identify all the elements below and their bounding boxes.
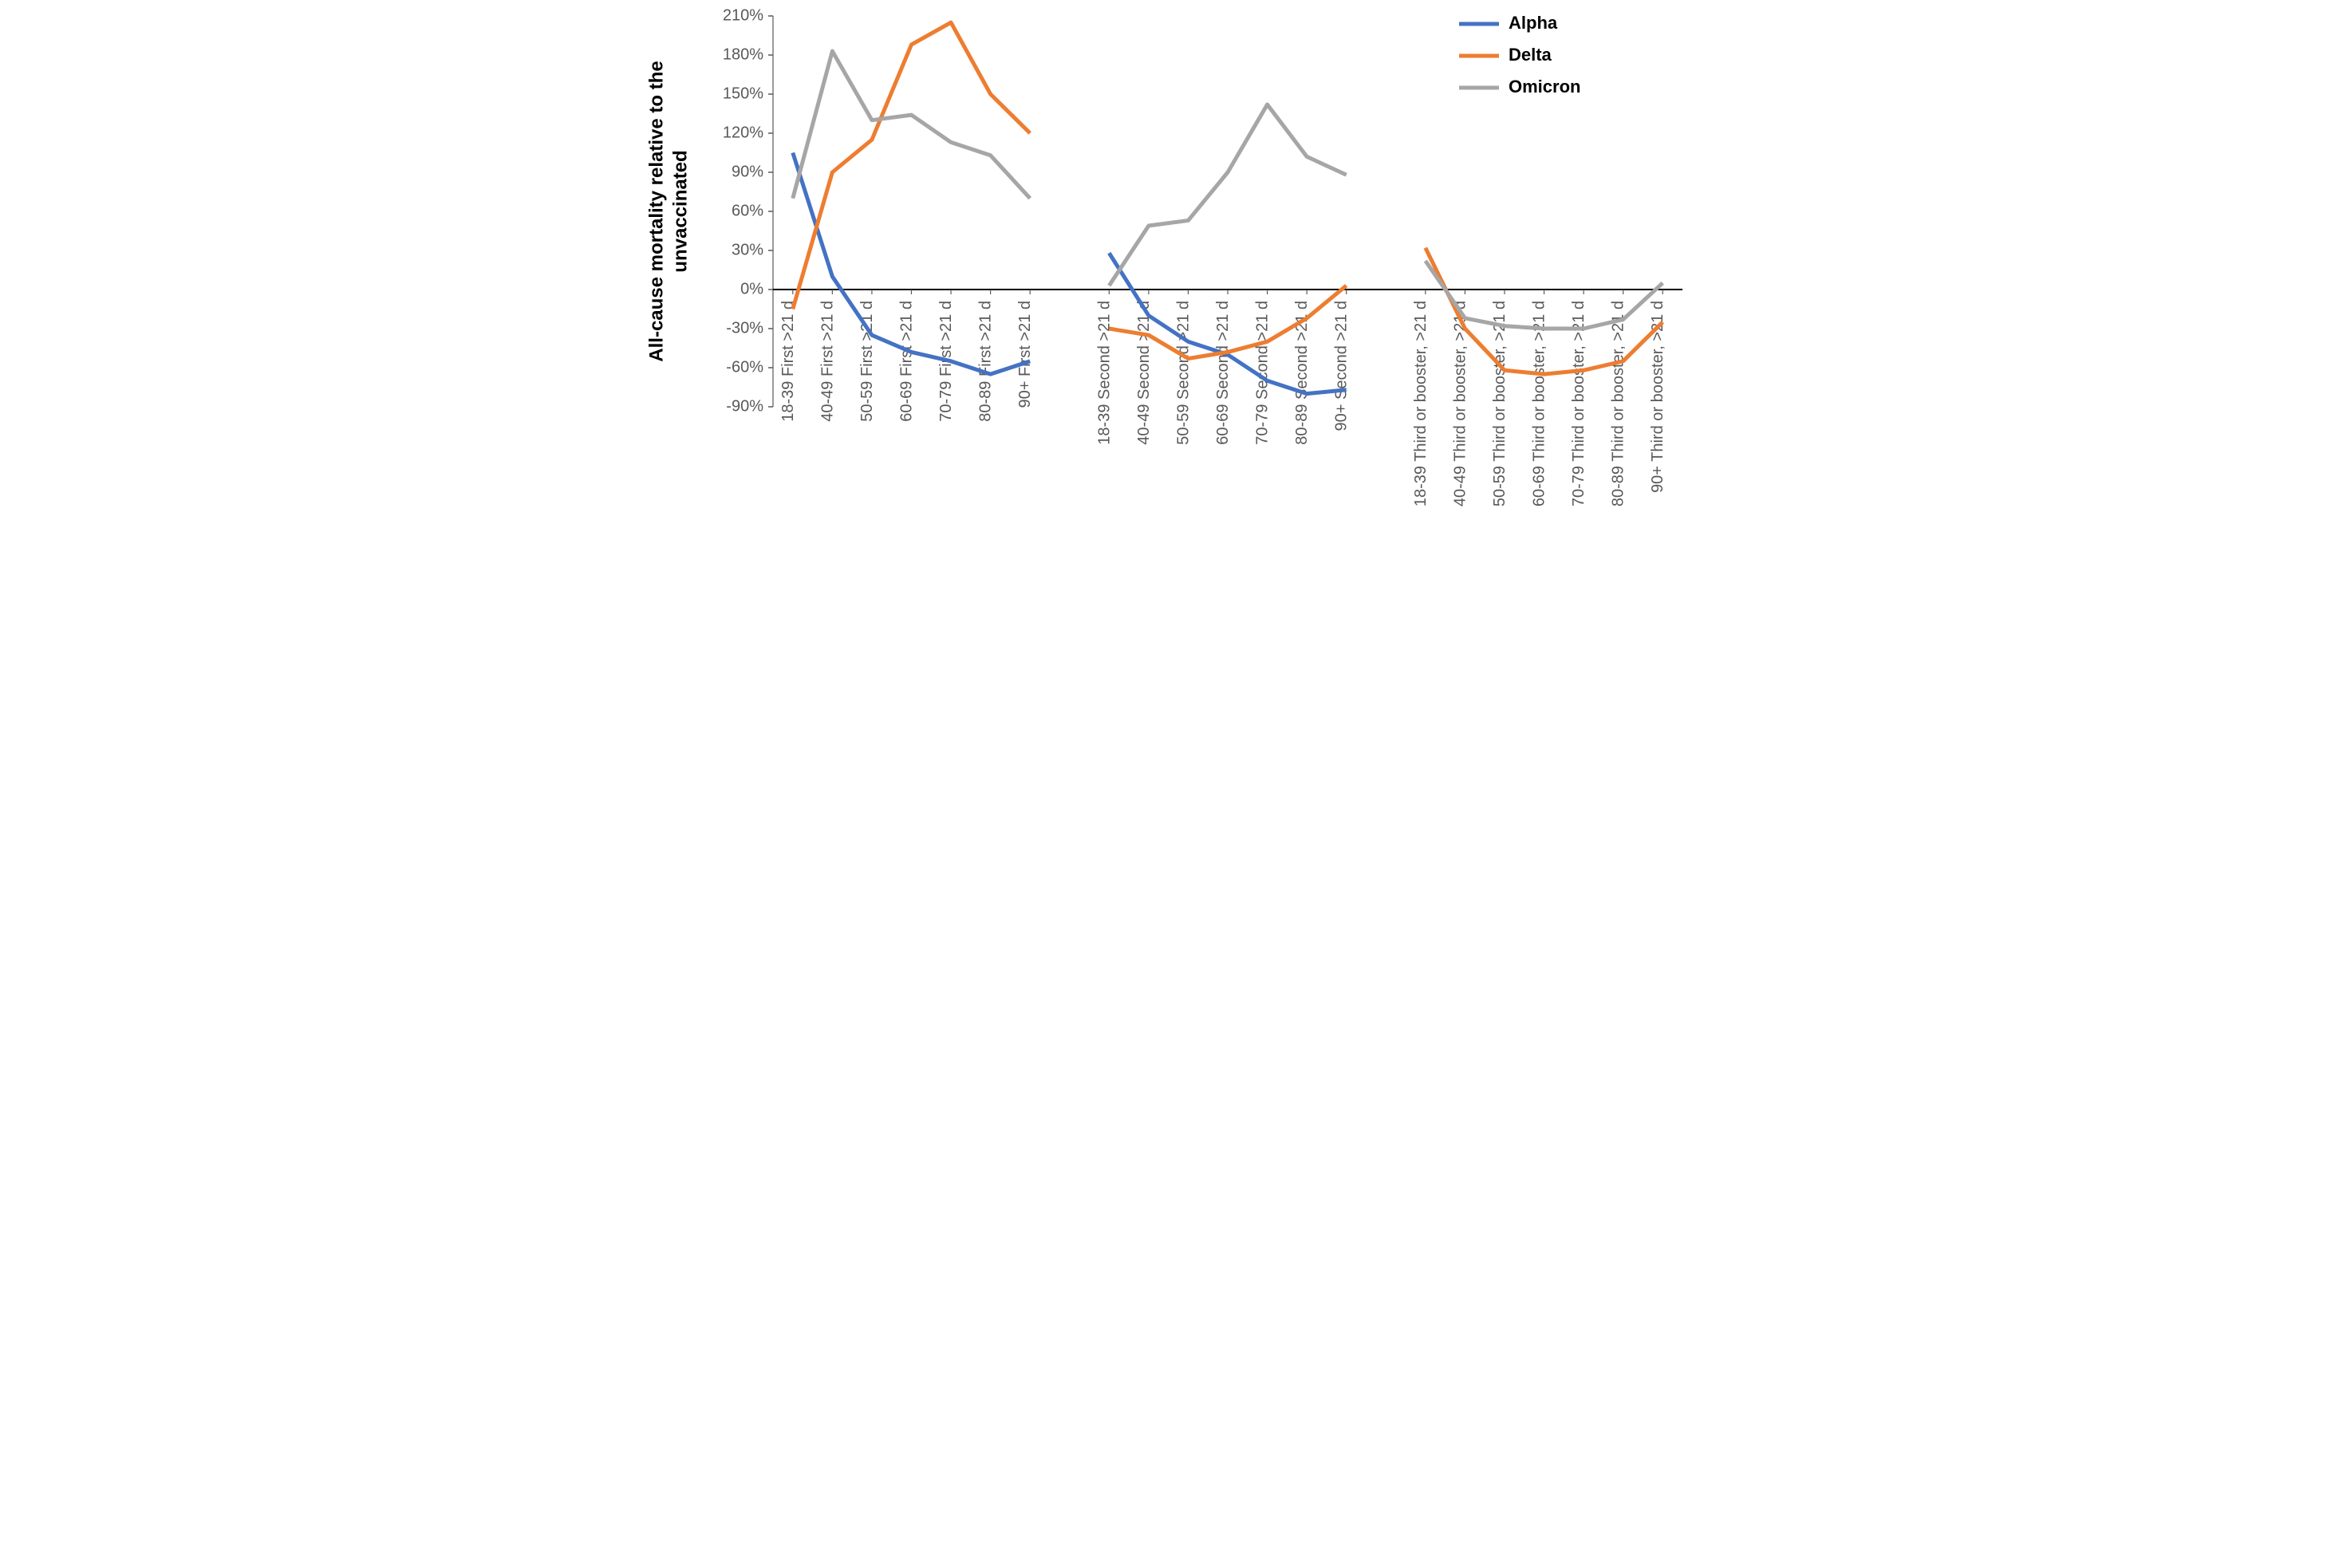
- svg-text:unvaccinated: unvaccinated: [669, 150, 691, 272]
- x-tick-label: 80-89 First >21 d: [976, 301, 994, 422]
- svg-text:All-cause mortality relative t: All-cause mortality relative to the: [645, 61, 667, 361]
- x-tick-label: 60-69 Third or booster, >21 d: [1530, 301, 1548, 506]
- x-tick-label: 18-39 Second >21 d: [1095, 301, 1113, 445]
- y-tick-label: 150%: [722, 85, 763, 102]
- chart-svg: -90% -60% -30% 0% 30% 60% 90% 120% 150% 180% 210% 1…: [637, 0, 1706, 718]
- chart-container: -90% -60% -30% 0% 30% 60% 90% 120% 150% 180% 210% 1…: [637, 0, 1706, 718]
- x-tick-label: 90+ First >21 d: [1016, 301, 1034, 408]
- legend-label-delta: Delta: [1509, 45, 1552, 65]
- y-tick-label: 210%: [722, 6, 763, 24]
- x-tick-label: 50-59 Third or booster, >21 d: [1490, 301, 1508, 506]
- x-tick-label: 60-69 First >21 d: [897, 301, 915, 422]
- y-tick-label: 90%: [731, 163, 763, 180]
- y-tick-label: 30%: [731, 241, 763, 258]
- x-tick-label: 18-39 Third or booster, >21 d: [1411, 301, 1429, 506]
- x-tick-label: 80-89 Third or booster, >21 d: [1609, 301, 1627, 506]
- y-tick-label: -60%: [726, 358, 763, 376]
- y-tick-label: -30%: [726, 319, 763, 337]
- x-tick-label: 60-69 Second >21 d: [1214, 301, 1232, 445]
- x-tick-label: 40-49 Second >21 d: [1134, 301, 1152, 445]
- y-tick-label: 0%: [740, 280, 763, 297]
- legend-label-omicron: Omicron: [1509, 77, 1580, 97]
- x-tick-label: 70-79 Third or booster, >21 d: [1570, 301, 1588, 506]
- x-tick-label: 40-49 First >21 d: [818, 301, 836, 422]
- y-tick-label: -90%: [726, 397, 763, 415]
- x-tick-label: 18-39 First >21 d: [779, 301, 796, 422]
- x-tick-label: 50-59 Second >21 d: [1174, 301, 1192, 445]
- x-tick-label: 90+ Second >21 d: [1332, 301, 1350, 431]
- y-tick-label: 120%: [722, 124, 763, 141]
- legend-label-alpha: Alpha: [1509, 13, 1558, 33]
- y-tick-label: 60%: [731, 202, 763, 219]
- y-tick-label: 180%: [722, 45, 763, 63]
